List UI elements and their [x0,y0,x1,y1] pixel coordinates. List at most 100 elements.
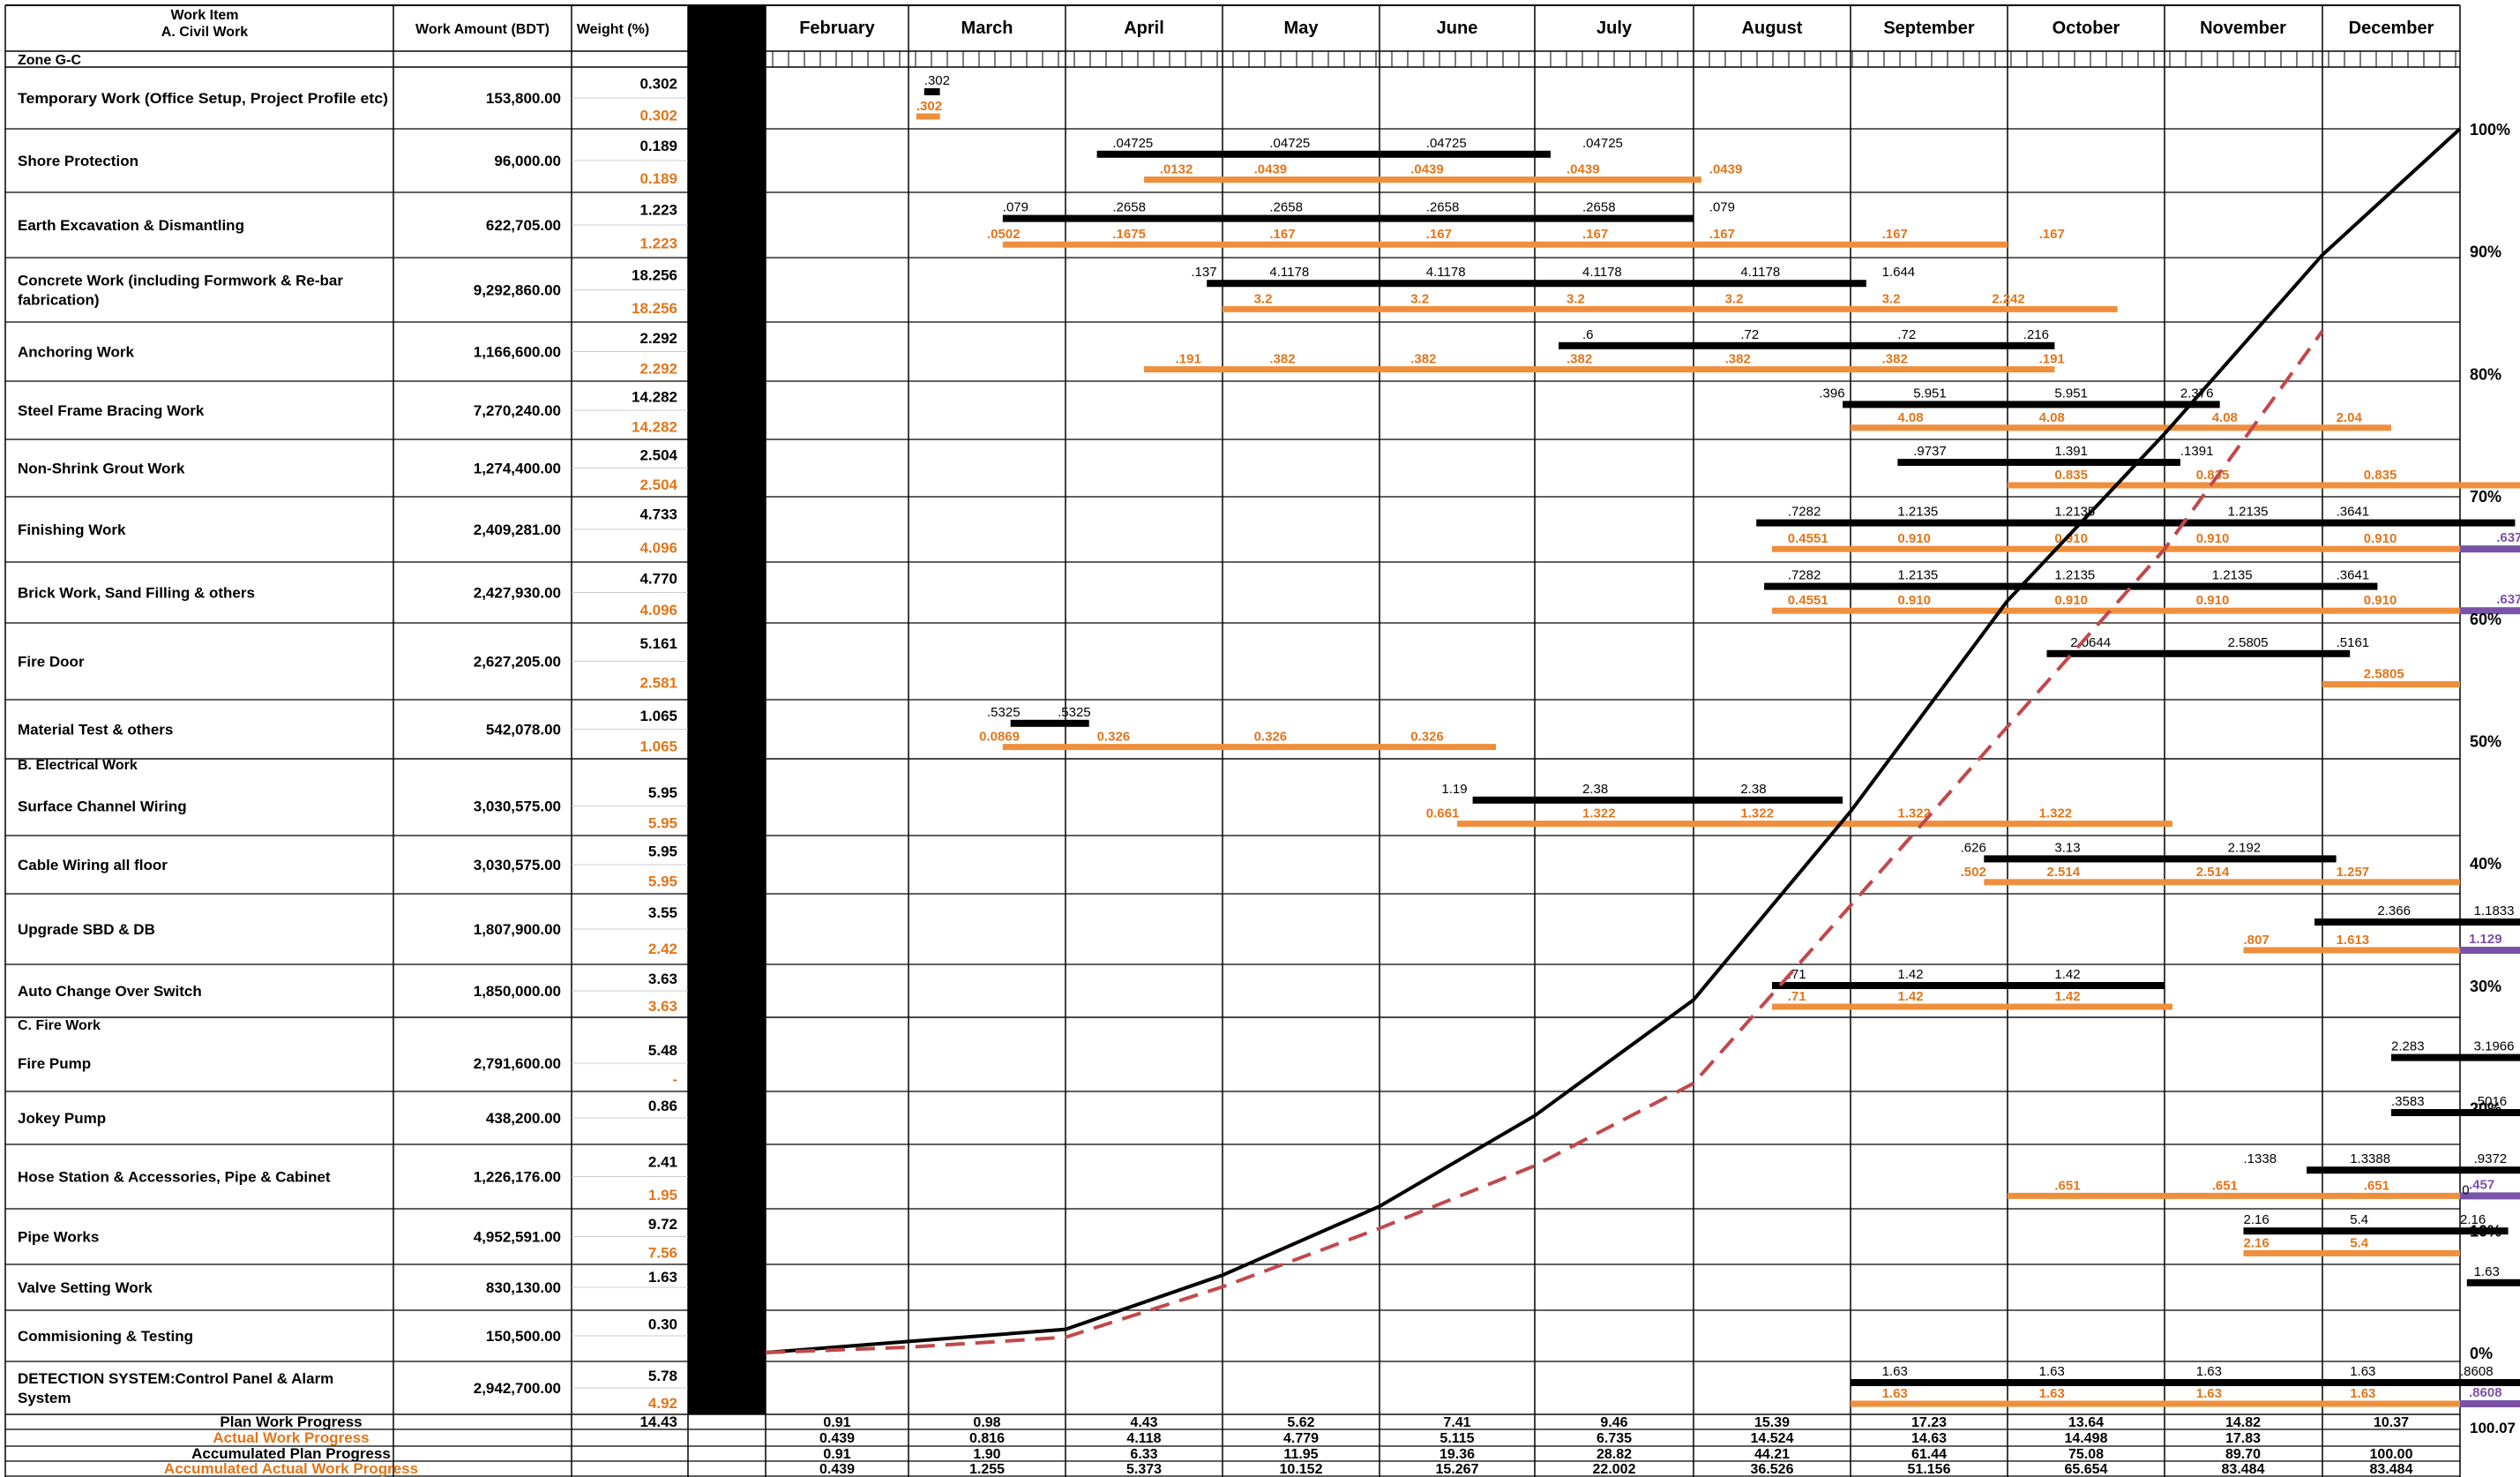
work-item-name: DETECTION SYSTEM:Control Panel & Alarm [18,1370,333,1387]
work-item-name: Jokey Pump [18,1110,106,1127]
revised-value-label: 1.129 [2469,932,2502,947]
plan-value-label: 5.4 [2350,1212,2368,1227]
plan-bar [1772,982,2165,989]
actual-value-label: 1.63 [2350,1386,2375,1401]
actual-value-label: .71 [1788,989,1806,1004]
actual-bar [1144,366,2055,373]
actual-value-label: 1.322 [2039,806,2073,821]
work-item-name: Upgrade SBD & DB [18,921,155,938]
actual-value-label: .651 [2364,1178,2389,1193]
work-item-name: Commisioning & Testing [18,1328,193,1345]
actual-value-label: 3.2 [1725,291,1744,306]
plan-bar [1764,582,2378,590]
plan-weight: 9.72 [648,1216,677,1233]
work-amount: 1,226,176.00 [474,1169,561,1186]
footer-value: 9.46 [1600,1415,1627,1430]
actual-value-label: .302 [916,99,942,114]
plan-bar [1559,341,2055,349]
actual-weight: 4.096 [639,602,677,619]
actual-value-label: .0439 [1254,162,1288,177]
work-item-name: Concrete Work (including Formwork & Re-b… [18,273,343,289]
revised-value-label: .637 [2496,592,2520,607]
actual-weight: 7.56 [648,1244,677,1261]
actual-value-label: .167 [1426,227,1452,242]
plan-value-label: 5.951 [2054,386,2088,401]
section-fire: C. Fire Work [18,1018,101,1033]
work-amount: 830,130.00 [486,1279,561,1296]
percent-tick-label: 30% [2470,978,2501,995]
plan-s-curve [765,127,2462,1354]
plan-weight: 1.223 [639,202,677,219]
gantt-bars: .302 .302 .04725 .04725 .04725 .04725 .0132 .04… [916,73,2520,1407]
plan-value-label: 2.16 [2460,1212,2486,1227]
footer-value: 6.33 [1130,1447,1157,1462]
work-amount: 7,270,240.00 [474,402,561,419]
month-label: November [2200,19,2286,38]
plan-weight: 18.256 [632,266,677,283]
actual-value-label: .0502 [987,227,1021,242]
footer-value: 0.91 [823,1415,850,1430]
revised-bar [2460,607,2520,615]
actual-value-label: 0.661 [1426,806,1460,821]
work-amount: 2,409,281.00 [474,521,561,538]
plan-value-label: .2658 [1269,200,1303,215]
plan-value-label: 1.2135 [1897,568,1938,583]
footer-value: 6.735 [1596,1431,1632,1446]
actual-value-label: .382 [1269,352,1295,367]
actual-value-label: .502 [1961,865,1986,880]
plan-value-label: .3583 [2391,1094,2425,1109]
footer-value: 44.21 [1754,1447,1790,1462]
plan-bar [1002,214,1694,222]
plan-weight: 5.48 [648,1042,677,1059]
plan-weight: 1.63 [648,1269,677,1286]
actual-bar [2243,947,2460,954]
plan-value-label: .04725 [1582,136,1623,151]
percent-tick-label: 40% [2470,855,2501,873]
work-item-name: Finishing Work [18,521,126,538]
plan-weight: 2.292 [639,330,677,347]
plan-value-label: .396 [1819,386,1844,401]
plan-value-label: .1391 [2180,444,2214,459]
actual-value-label: 1.322 [1740,806,1774,821]
work-amount: 3,030,575.00 [474,857,561,873]
work-item-name: Auto Change Over Switch [18,983,202,1000]
plan-value-label: 1.2135 [2212,568,2253,583]
plan-bar [1851,1379,2520,1386]
plan-value-label: 2.0644 [2070,635,2111,650]
work-item-name: Non-Shrink Grout Work [18,461,185,477]
plan-value-label: .2658 [1426,200,1460,215]
footer-value: 19.36 [1439,1447,1475,1462]
actual-value-label: 5.4 [2350,1235,2369,1250]
work-amount: 2,427,930.00 [474,585,561,602]
table-header: Work Item A. Civil Work Work Amount (BDT… [18,8,649,1033]
month-headers: February March April May June July August Septe… [799,19,2434,38]
plan-weight: 3.55 [648,904,677,921]
plan-value-label: 1.63 [1882,1364,1908,1379]
percent-tick-label: 90% [2470,244,2501,261]
revised-value-label: .8608 [2469,1385,2502,1400]
plan-weight: 5.78 [648,1368,677,1384]
footer-value: 0.439 [819,1431,855,1446]
actual-value-label: 0.835 [2054,468,2088,483]
footer-value: 10.152 [1280,1462,1323,1477]
plan-weight: 2.504 [639,446,677,463]
actual-value-label: 1.322 [1897,806,1931,821]
work-item-name: Fire Pump [18,1055,91,1072]
percent-tick-label: 20% [2470,1100,2501,1118]
actual-value-label: 2.04 [2337,410,2363,425]
actual-value-label: .167 [1709,227,1735,242]
actual-value-label: 1.42 [2054,989,2080,1004]
actual-bar [1002,241,2008,248]
plan-value-label: 2.192 [2228,840,2262,855]
plan-bar [1472,796,1843,804]
progress-footer: Plan Work Progress 0.91 0.98 4.43 5.62 7.41 9.… [164,1413,2516,1477]
plan-bar [1984,855,2337,863]
plan-value-label: .1338 [2244,1151,2277,1166]
footer-row-label: Actual Work Progress [213,1429,369,1446]
actual-weight: 1.95 [648,1187,677,1203]
footer-value: 65.654 [2065,1462,2108,1477]
actual-value-label: 1.322 [1582,806,1616,821]
percent-tick-label: 70% [2470,488,2501,506]
plan-bar [2391,1053,2520,1061]
plan-bar [2391,1109,2520,1116]
